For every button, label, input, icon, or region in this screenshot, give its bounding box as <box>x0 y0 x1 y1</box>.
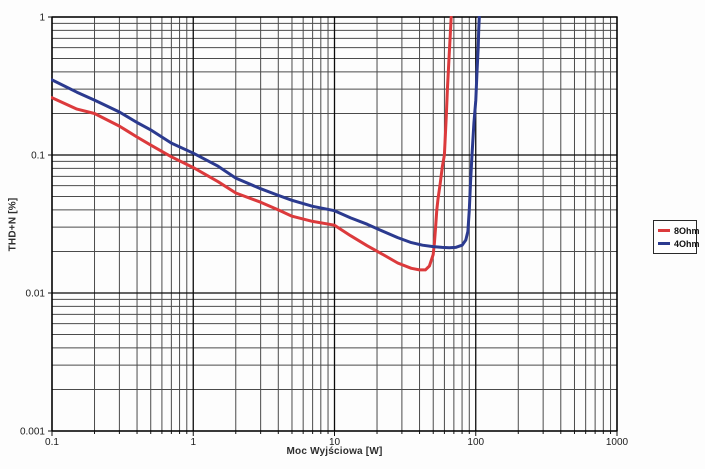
y-tick-label: 0.01 <box>26 289 46 300</box>
series-8ohm <box>51 16 453 272</box>
y-tick-label: 1 <box>39 13 45 24</box>
x-tick-label: 10 <box>329 437 341 448</box>
x-axis-title: Moc Wyjściowa [W] <box>286 446 383 457</box>
y-tick-label: 0.001 <box>20 427 45 438</box>
legend-label-4ohm: 4Ohm <box>674 238 700 249</box>
x-tick-label: 1 <box>190 437 196 448</box>
x-tick-label: 0.1 <box>45 437 59 448</box>
x-tick-label: 1000 <box>606 437 629 448</box>
series-4ohm <box>51 16 481 250</box>
legend-item-4ohm: 4Ohm <box>658 237 700 250</box>
y-axis-title: THD+N [%] <box>7 197 19 252</box>
legend: 8Ohm 4Ohm <box>653 220 700 254</box>
legend-item-8ohm: 8Ohm <box>658 224 700 237</box>
series-4ohm-swatch <box>658 242 670 245</box>
x-tick-label: 100 <box>467 437 484 448</box>
y-tick-label: 0.1 <box>31 151 45 162</box>
series-8ohm-swatch <box>658 229 670 232</box>
legend-label-8ohm: 8Ohm <box>674 225 700 236</box>
